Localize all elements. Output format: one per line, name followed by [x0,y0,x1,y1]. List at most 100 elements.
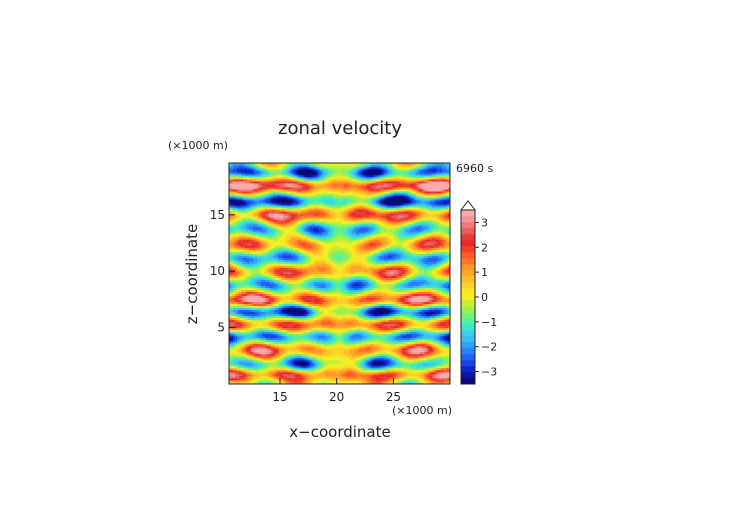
field-cell [241,349,244,353]
field-cell [257,317,260,321]
field-cell [233,291,236,294]
field-cell [281,181,284,184]
field-cell [291,331,294,335]
field-cell [293,349,296,353]
field-cell [287,373,290,377]
field-cell [281,315,284,319]
field-cell [271,265,274,268]
field-cell [261,271,264,274]
field-cell [263,293,266,296]
field-cell [275,365,278,369]
field-cell [277,369,280,373]
field-cell [239,335,242,339]
field-cell [263,353,266,357]
field-cell [229,261,232,264]
field-cell [279,171,282,174]
field-cell [235,291,238,294]
field-cell [239,309,242,313]
field-cell [255,215,258,218]
field-cell [269,217,272,220]
field-cell [231,279,234,282]
field-cell [265,203,268,206]
field-cell [291,337,294,341]
field-cell [229,217,232,220]
field-cell [253,343,256,347]
field-cell [267,241,270,244]
field-cell [285,343,288,347]
field-cell [245,295,248,299]
field-cell [269,271,272,274]
field-cell [275,215,278,218]
field-cell [269,289,272,292]
field-cell [235,319,238,323]
field-cell [255,191,258,194]
field-cell [271,307,274,311]
field-cell [263,191,266,194]
field-cell [267,287,270,290]
field-cell [239,313,242,317]
field-cell [233,343,236,347]
field-cell [283,369,286,373]
field-cell [251,357,254,361]
field-cell [293,311,296,315]
field-cell [231,327,234,331]
field-cell [279,283,282,286]
field-cell [273,275,276,278]
field-cell [289,271,292,274]
field-cell [277,169,280,172]
field-cell [285,201,288,204]
field-cell [257,337,260,341]
field-cell [283,211,286,214]
field-cell [279,243,282,246]
field-cell [253,335,256,339]
field-cell [247,219,250,222]
field-cell [233,373,236,377]
field-cell [287,251,290,254]
field-cell [267,341,270,345]
field-cell [271,219,274,222]
field-cell [247,379,250,383]
field-cell [275,241,278,244]
field-cell [261,321,264,325]
field-cell [237,193,240,196]
field-cell [249,283,252,286]
field-cell [235,355,238,359]
field-cell [247,167,250,170]
field-cell [259,185,262,188]
field-cell [237,213,240,216]
field-cell [263,343,266,347]
field-cell [277,327,280,331]
field-cell [257,363,260,367]
field-cell [277,189,280,192]
field-cell [235,223,238,226]
field-cell [285,285,288,288]
field-cell [271,295,274,299]
field-cell [283,235,286,238]
field-cell [253,285,256,288]
field-cell [281,311,284,315]
field-cell [279,241,282,244]
field-cell [253,305,256,309]
field-cell [255,185,258,188]
field-cell [247,321,250,325]
field-cell [259,243,262,246]
field-cell [253,227,256,230]
field-cell [243,333,246,337]
field-cell [241,261,244,264]
field-cell [295,205,298,208]
field-cell [233,329,236,333]
field-cell [245,293,248,296]
field-cell [295,199,298,202]
field-cell [277,361,280,365]
field-cell [251,327,254,331]
field-cell [255,297,258,301]
field-cell [289,235,292,238]
field-cell [245,291,248,294]
field-cell [239,221,242,224]
field-cell [269,329,272,333]
field-cell [283,363,286,367]
field-cell [271,173,274,176]
field-cell [295,229,298,232]
field-cell [229,381,232,384]
field-cell [265,353,268,357]
